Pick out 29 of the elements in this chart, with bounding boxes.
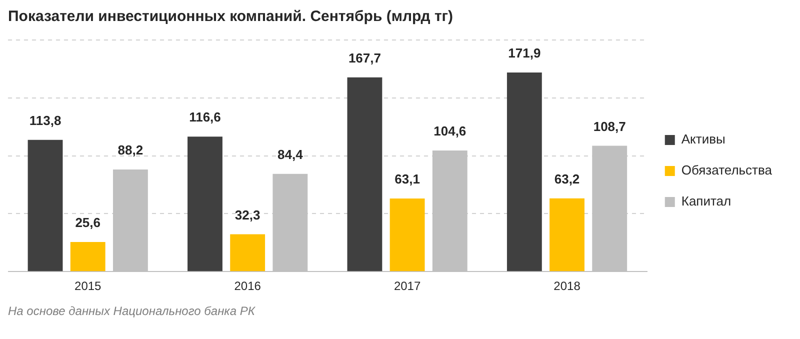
chart-title: Показатели инвестиционных компаний. Сентябрь (млрд тг) [8, 8, 454, 27]
data-label: 171,9 [508, 46, 541, 61]
bar [230, 234, 266, 272]
data-label: 84,4 [278, 146, 304, 162]
x-tick-label: 2017 [394, 279, 421, 294]
data-label: 167,7 [348, 50, 381, 66]
bar [188, 136, 222, 272]
data-label: 113,8 [29, 112, 62, 128]
data-label: 63,2 [554, 171, 580, 186]
data-label: 116,6 [189, 110, 221, 125]
data-label: 32,3 [234, 207, 260, 222]
bar [70, 242, 106, 272]
data-label: 104,6 [434, 124, 466, 139]
bar [347, 77, 382, 272]
x-tick-label: 2018 [554, 279, 581, 294]
legend-label: Активы [681, 132, 726, 147]
data-label: 88,2 [118, 142, 144, 158]
bar [506, 72, 542, 272]
bar [550, 198, 584, 272]
x-tick-label: 2016 [234, 279, 262, 294]
data-label: 108,7 [593, 118, 626, 134]
bar [390, 198, 425, 272]
bar [28, 140, 63, 272]
data-label: 63,1 [394, 172, 420, 187]
text: На основе данных Национального банка РК [8, 304, 256, 318]
data-label: 25,6 [75, 215, 101, 230]
legend-label: Капитал [681, 194, 732, 209]
legend-label: Обязательства [681, 162, 773, 178]
x-tick-label: 2015 [74, 279, 102, 294]
